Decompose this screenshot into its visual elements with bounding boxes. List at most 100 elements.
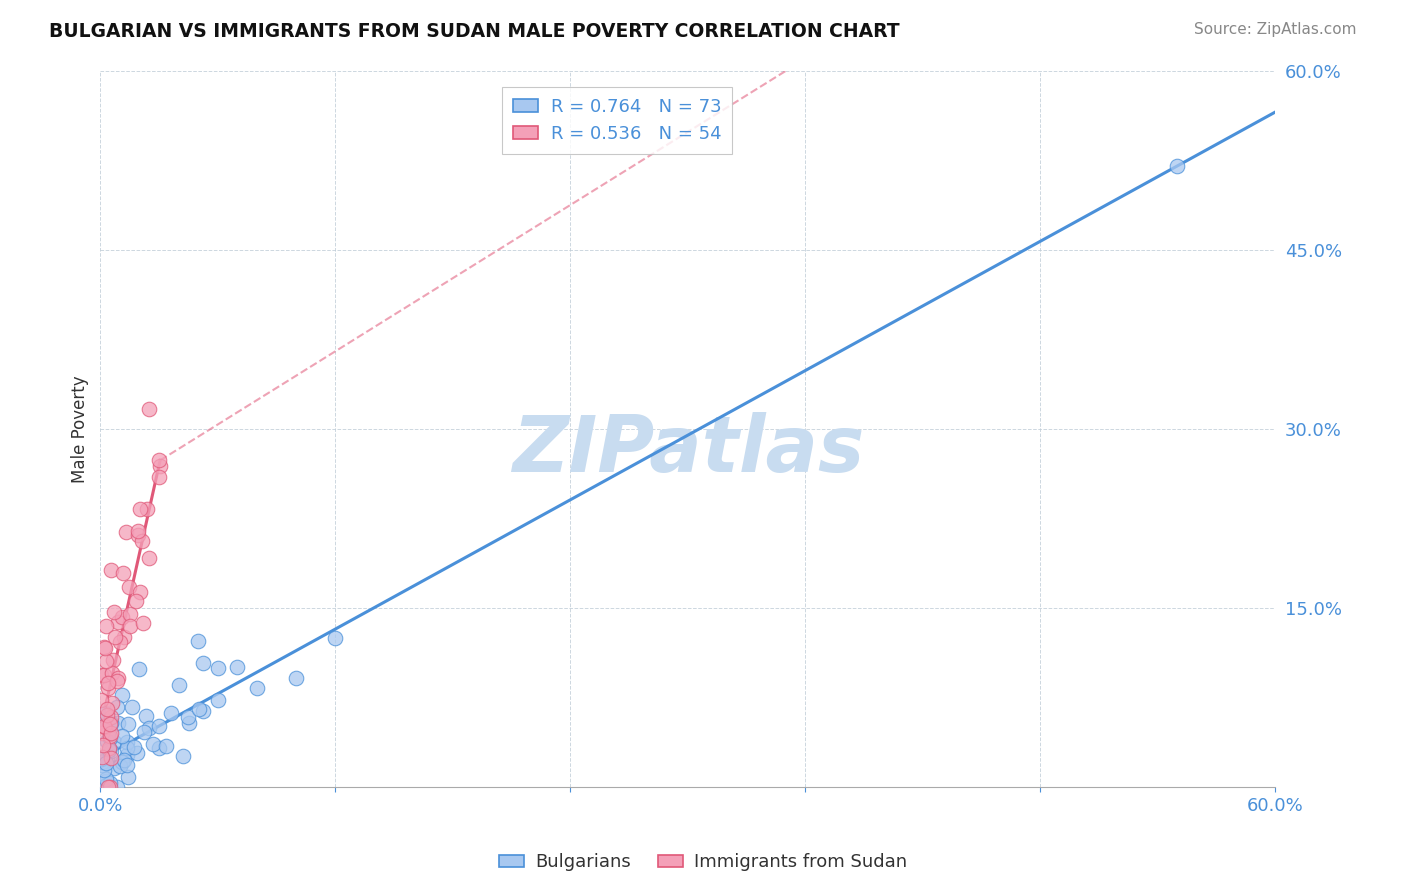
Point	[100, 726, 122, 740]
Point	[193, 705, 215, 719]
Point	[127, 528, 149, 542]
Point	[96, 701, 118, 715]
Point	[101, 653, 124, 667]
Point	[115, 524, 138, 539]
Point	[103, 735, 125, 749]
Point	[142, 737, 165, 751]
Point	[100, 564, 122, 578]
Point	[323, 632, 346, 646]
Point	[111, 689, 134, 703]
Point	[148, 740, 170, 755]
Point	[91, 755, 114, 769]
Point	[128, 662, 150, 676]
Point	[101, 665, 124, 680]
Point	[103, 605, 125, 619]
Point	[125, 746, 148, 760]
Legend: Bulgarians, Immigrants from Sudan: Bulgarians, Immigrants from Sudan	[492, 847, 914, 879]
Point	[96, 708, 118, 723]
Point	[90, 749, 112, 764]
Point	[90, 752, 112, 766]
Point	[97, 780, 120, 794]
Point	[148, 470, 170, 484]
Point	[207, 693, 229, 707]
Point	[155, 739, 177, 754]
Point	[93, 640, 115, 655]
Point	[93, 718, 115, 732]
Point	[100, 715, 122, 730]
Point	[98, 743, 121, 757]
Point	[111, 729, 134, 743]
Point	[132, 616, 155, 631]
Point	[167, 678, 190, 692]
Point	[172, 748, 194, 763]
Point	[93, 714, 115, 729]
Point	[98, 729, 121, 743]
Point	[107, 672, 129, 686]
Point	[96, 756, 118, 770]
Point	[121, 699, 143, 714]
Point	[100, 744, 122, 758]
Point	[96, 734, 118, 748]
Point	[207, 661, 229, 675]
Point	[187, 633, 209, 648]
Point	[112, 753, 135, 767]
Point	[94, 641, 117, 656]
Point	[98, 780, 121, 794]
Point	[134, 709, 156, 723]
Point	[138, 402, 160, 417]
Point	[110, 634, 132, 648]
Point	[128, 585, 150, 599]
Point	[93, 668, 115, 682]
Point	[112, 631, 135, 645]
Point	[177, 716, 200, 731]
Point	[117, 735, 139, 749]
Point	[90, 726, 112, 740]
Point	[100, 751, 122, 765]
Point	[124, 594, 146, 608]
Point	[94, 779, 117, 793]
Point	[90, 780, 112, 794]
Point	[136, 501, 159, 516]
Point	[110, 759, 132, 773]
Point	[115, 741, 138, 756]
Point	[94, 750, 117, 764]
Point	[105, 699, 128, 714]
Point	[188, 702, 211, 716]
Point	[118, 619, 141, 633]
Point	[1166, 160, 1188, 174]
Point	[101, 696, 124, 710]
Point	[149, 458, 172, 473]
Point	[97, 676, 120, 690]
Point	[91, 780, 114, 794]
Point	[128, 502, 150, 516]
Point	[127, 524, 149, 539]
Point	[118, 607, 141, 621]
Point	[90, 758, 112, 772]
Text: BULGARIAN VS IMMIGRANTS FROM SUDAN MALE POVERTY CORRELATION CHART: BULGARIAN VS IMMIGRANTS FROM SUDAN MALE …	[49, 22, 900, 41]
Point	[118, 580, 141, 594]
Point	[96, 654, 118, 668]
Y-axis label: Male Poverty: Male Poverty	[72, 376, 89, 483]
Point	[110, 755, 132, 769]
Point	[90, 668, 112, 682]
Point	[191, 657, 214, 671]
Point	[100, 715, 122, 730]
Point	[246, 681, 269, 695]
Point	[105, 674, 128, 689]
Point	[117, 717, 139, 731]
Point	[285, 671, 308, 685]
Point	[226, 659, 249, 673]
Point	[96, 773, 118, 788]
Point	[176, 710, 198, 724]
Point	[112, 566, 135, 581]
Point	[96, 780, 118, 794]
Point	[148, 719, 170, 733]
Point	[100, 710, 122, 724]
Point	[100, 776, 122, 790]
Point	[115, 758, 138, 772]
Point	[94, 706, 117, 720]
Point	[94, 619, 117, 633]
Point	[94, 772, 117, 786]
Point	[100, 731, 122, 745]
Point	[138, 551, 160, 566]
